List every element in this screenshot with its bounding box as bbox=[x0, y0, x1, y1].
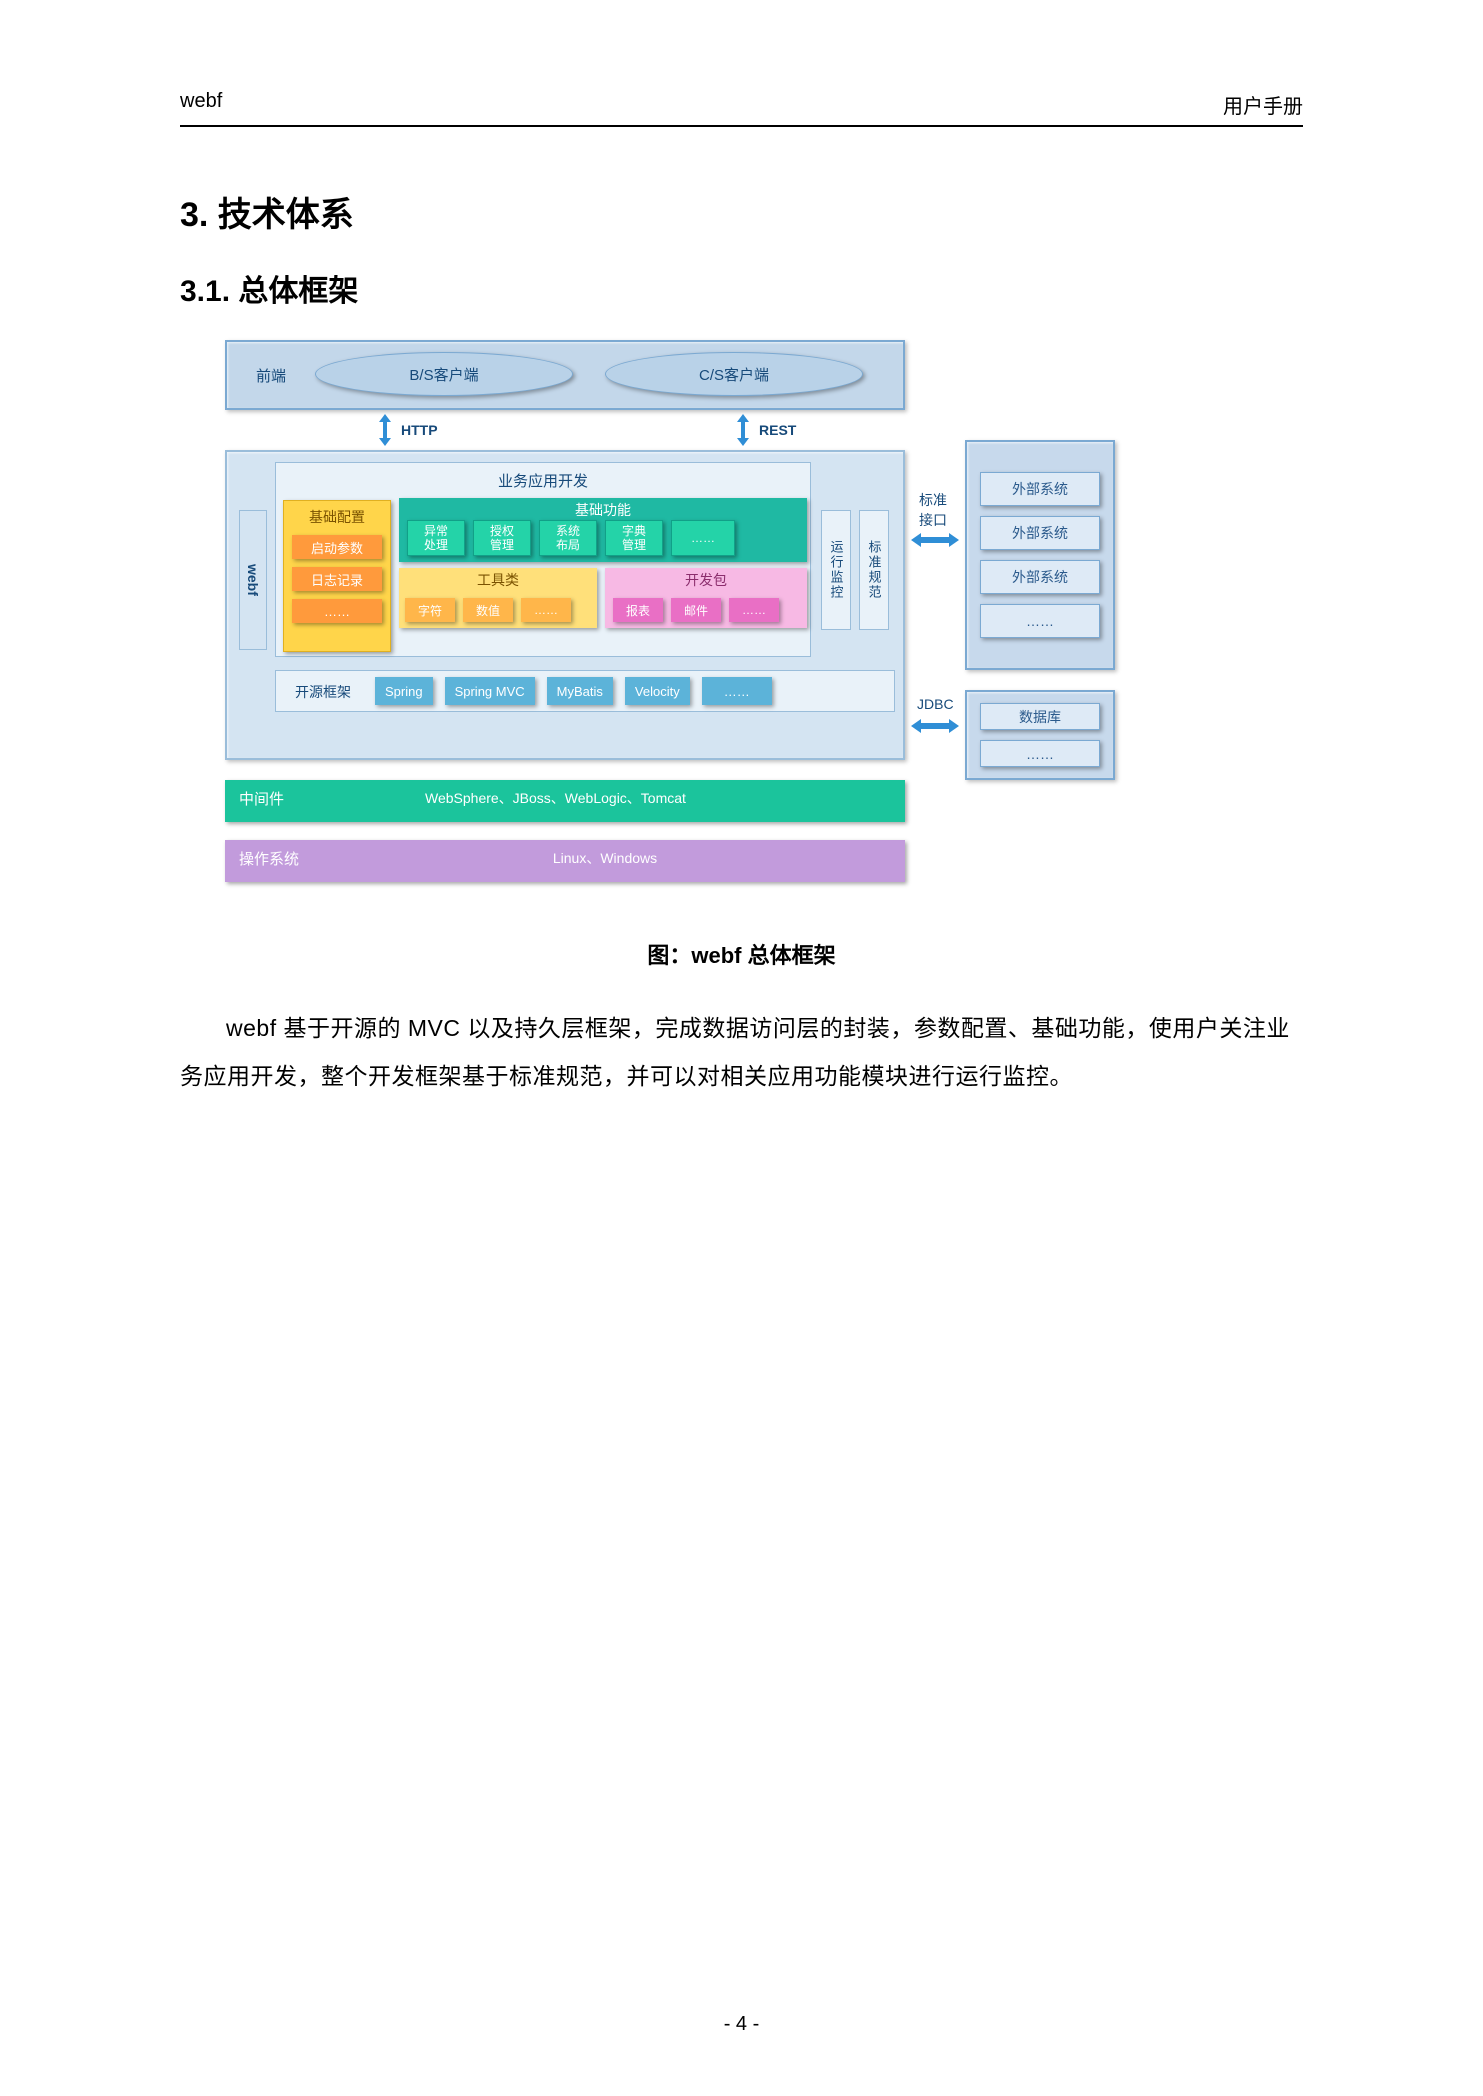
os-label: 操作系统 bbox=[239, 848, 299, 869]
ext-top-2: 外部系统 bbox=[980, 560, 1100, 594]
osf-item-4: …… bbox=[702, 677, 772, 705]
external-top-panel: 外部系统 外部系统 外部系统 …… bbox=[965, 440, 1115, 670]
ext-bottom-1: …… bbox=[980, 740, 1100, 767]
ext-bottom-0: 数据库 bbox=[980, 703, 1100, 730]
rest-arrow-icon bbox=[733, 412, 753, 448]
config-item-0: 启动参数 bbox=[292, 535, 382, 559]
tools-title: 工具类 bbox=[399, 570, 597, 590]
osf-item-3: Velocity bbox=[625, 677, 690, 705]
interface-std-arrow-icon bbox=[909, 530, 961, 550]
config-item-2: …… bbox=[292, 599, 382, 623]
devpack-item-0: 报表 bbox=[613, 598, 663, 622]
heading-1: 3. 技术体系 bbox=[180, 187, 1303, 236]
ext-top-3: …… bbox=[980, 604, 1100, 638]
ext-top-0: 外部系统 bbox=[980, 472, 1100, 506]
osf-label: 开源框架 bbox=[283, 678, 363, 706]
rest-label: REST bbox=[759, 422, 796, 438]
figure-caption: 图：webf 总体框架 bbox=[180, 938, 1303, 970]
business-app-title: 业务应用开发 bbox=[275, 466, 811, 494]
devpack-item-1: 邮件 bbox=[671, 598, 721, 622]
feature-item-0: 异常 处理 bbox=[407, 520, 465, 556]
heading-2: 3.1. 总体框架 bbox=[180, 266, 1303, 310]
page-header: webf 用户手册 bbox=[180, 90, 1303, 127]
os-values: Linux、Windows bbox=[475, 848, 735, 868]
tool-item-2: …… bbox=[521, 598, 571, 622]
ext-top-1: 外部系统 bbox=[980, 516, 1100, 550]
config-title: 基础配置 bbox=[284, 507, 390, 527]
webf-side-tab: webf bbox=[239, 510, 267, 650]
interface-jdbc-arrow-icon bbox=[909, 716, 961, 736]
client-bs-oval: B/S客户端 bbox=[315, 352, 573, 396]
devpack-item-2: …… bbox=[729, 598, 779, 622]
client-cs-oval: C/S客户端 bbox=[605, 352, 863, 396]
standard-spec-box: 标准规范 bbox=[859, 510, 889, 630]
body-paragraph: webf 基于开源的 MVC 以及持久层框架，完成数据访问层的封装，参数配置、基… bbox=[180, 1004, 1303, 1101]
architecture-diagram: 前端 B/S客户端 C/S客户端 HTTP REST webf 业务应用开发 基… bbox=[225, 340, 1125, 910]
middleware-label: 中间件 bbox=[239, 788, 284, 809]
run-monitor-box: 运行监控 bbox=[821, 510, 851, 630]
feature-item-3: 字典 管理 bbox=[605, 520, 663, 556]
tool-item-0: 字符 bbox=[405, 598, 455, 622]
devpack-title: 开发包 bbox=[605, 570, 807, 590]
header-left: webf bbox=[180, 90, 222, 119]
interface-std-label: 标准 接口 bbox=[919, 490, 947, 530]
feature-item-2: 系统 布局 bbox=[539, 520, 597, 556]
frontend-label: 前端 bbox=[241, 358, 301, 392]
osf-item-2: MyBatis bbox=[547, 677, 613, 705]
osf-item-0: Spring bbox=[375, 677, 433, 705]
config-item-1: 日志记录 bbox=[292, 567, 382, 591]
features-title: 基础功能 bbox=[399, 500, 807, 520]
interface-jdbc-label: JDBC bbox=[917, 696, 954, 712]
http-label: HTTP bbox=[401, 422, 438, 438]
osf-item-1: Spring MVC bbox=[445, 677, 535, 705]
tool-item-1: 数值 bbox=[463, 598, 513, 622]
feature-item-4: …… bbox=[671, 520, 735, 556]
feature-item-1: 授权 管理 bbox=[473, 520, 531, 556]
http-arrow-icon bbox=[375, 412, 395, 448]
external-bottom-panel: 数据库 …… bbox=[965, 690, 1115, 780]
header-right: 用户手册 bbox=[1223, 90, 1303, 119]
middleware-values: WebSphere、JBoss、WebLogic、Tomcat bbox=[425, 788, 825, 808]
page-number: - 4 - bbox=[0, 2013, 1483, 2036]
